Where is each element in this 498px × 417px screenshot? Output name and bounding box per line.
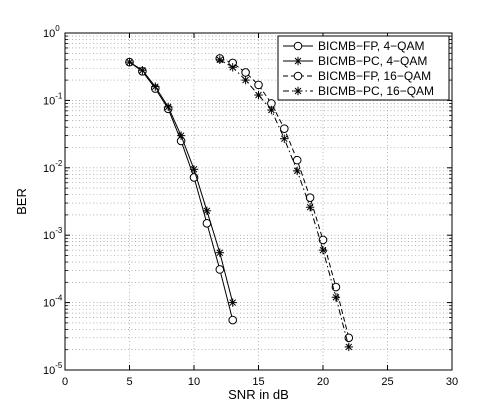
data-point bbox=[164, 102, 173, 112]
data-point bbox=[228, 315, 237, 325]
legend-entry: BICMB−FP, 16−QAM bbox=[283, 69, 431, 83]
y-tick-label: 10-4 bbox=[43, 294, 63, 310]
legend-entry: BICMB−PC, 4−QAM bbox=[283, 54, 427, 68]
legend-box bbox=[277, 35, 450, 101]
star-stroke bbox=[294, 57, 302, 65]
series-line bbox=[219, 59, 350, 348]
x-tick-label: 10 bbox=[188, 376, 200, 388]
legend-marker bbox=[293, 56, 303, 66]
data-point bbox=[318, 235, 328, 245]
star-stroke bbox=[126, 58, 133, 66]
star-stroke bbox=[177, 132, 185, 139]
x-tick-label: 5 bbox=[126, 376, 132, 388]
star-stroke bbox=[216, 249, 224, 257]
star-stroke bbox=[293, 167, 301, 175]
data-point bbox=[305, 193, 315, 203]
star-stroke bbox=[332, 293, 340, 301]
data-point bbox=[292, 155, 302, 165]
x-tick-label: 20 bbox=[317, 376, 329, 388]
data-point bbox=[267, 105, 276, 115]
data-point bbox=[215, 55, 224, 65]
data-point bbox=[241, 68, 250, 77]
data-point bbox=[138, 66, 147, 75]
data-point bbox=[331, 293, 341, 302]
star-stroke bbox=[216, 56, 224, 64]
data-point bbox=[215, 265, 225, 274]
data-point bbox=[318, 245, 328, 255]
data-point bbox=[189, 165, 199, 174]
data-point bbox=[293, 166, 302, 176]
star-stroke bbox=[268, 106, 275, 114]
series-1 bbox=[125, 57, 237, 325]
star-stroke bbox=[294, 87, 302, 95]
x-tick-label: 0 bbox=[62, 376, 68, 388]
data-point bbox=[202, 206, 212, 216]
data-point bbox=[215, 248, 224, 257]
data-point bbox=[125, 57, 134, 67]
data-point bbox=[344, 342, 353, 352]
data-point bbox=[280, 124, 289, 134]
x-axis-label: SNR in dB bbox=[228, 387, 289, 402]
y-tick-label: 100 bbox=[43, 24, 60, 40]
star-stroke bbox=[306, 203, 314, 211]
ticks: 0 5 10 15 20 25 30 100 10-1 10-2 10-3 10-4 10-5 bbox=[43, 24, 458, 388]
x-tick-label: 30 bbox=[446, 376, 458, 388]
star-stroke bbox=[190, 165, 198, 173]
legend-entry: BICMB−PC, 16−QAM bbox=[283, 84, 434, 98]
star-stroke bbox=[280, 135, 288, 143]
star-stroke bbox=[164, 103, 172, 111]
legend-label: BICMB−FP, 4−QAM bbox=[318, 39, 424, 53]
star-stroke bbox=[151, 83, 159, 90]
star-stroke bbox=[139, 66, 146, 74]
data-point bbox=[228, 63, 237, 72]
legend-marker bbox=[293, 86, 303, 96]
star-stroke bbox=[229, 63, 237, 71]
legend-label: BICMB−PC, 4−QAM bbox=[318, 54, 427, 68]
legend-entry: BICMB−FP, 4−QAM bbox=[283, 39, 424, 53]
data-point bbox=[254, 80, 263, 90]
series-4 bbox=[215, 55, 353, 352]
star-stroke bbox=[203, 207, 211, 215]
data-point bbox=[176, 131, 186, 140]
data-point bbox=[280, 134, 289, 143]
legend-marker bbox=[293, 71, 303, 81]
series-layer bbox=[125, 54, 354, 352]
star-stroke bbox=[229, 299, 237, 306]
data-point bbox=[254, 90, 263, 100]
data-point bbox=[241, 75, 250, 85]
y-tick-label: 10-2 bbox=[43, 159, 63, 175]
legend-marker bbox=[293, 41, 303, 51]
star-stroke bbox=[242, 76, 249, 84]
y-tick-label: 10-3 bbox=[43, 226, 63, 242]
star-stroke bbox=[255, 91, 262, 99]
x-tick-label: 25 bbox=[381, 376, 393, 388]
y-tick-label: 10-1 bbox=[43, 91, 63, 107]
x-tick-label: 15 bbox=[252, 376, 264, 388]
star-stroke bbox=[345, 343, 353, 351]
y-axis-label: BER bbox=[14, 188, 29, 215]
data-point bbox=[151, 82, 160, 91]
data-point bbox=[228, 298, 237, 307]
y-tick-label: 10-5 bbox=[43, 361, 63, 377]
star-stroke bbox=[319, 246, 327, 254]
legend-label: BICMB−FP, 16−QAM bbox=[318, 69, 431, 83]
series-line bbox=[129, 61, 234, 321]
legend-label: BICMB−PC, 16−QAM bbox=[318, 84, 434, 98]
series-2 bbox=[125, 57, 237, 307]
data-point bbox=[305, 203, 315, 212]
